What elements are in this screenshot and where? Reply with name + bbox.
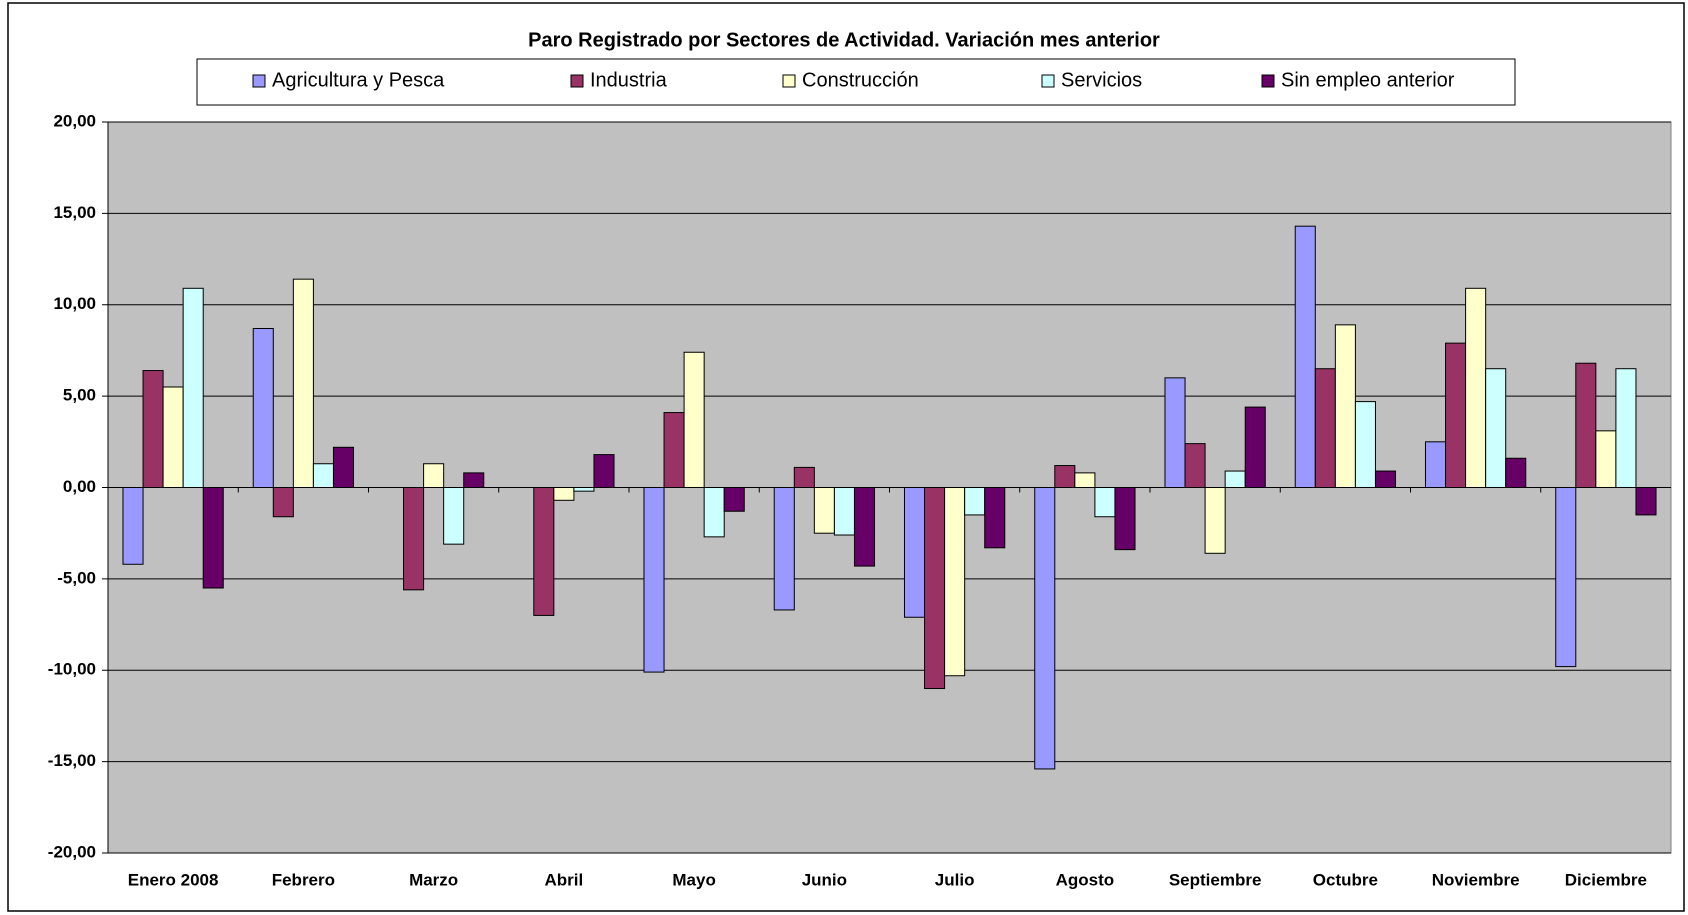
bar	[924, 487, 946, 690]
bar	[643, 487, 665, 673]
bar	[1074, 472, 1096, 489]
bar	[1204, 487, 1226, 554]
bar	[663, 412, 685, 489]
x-tick-label: Junio	[802, 870, 847, 889]
x-tick-label: Julio	[935, 870, 975, 889]
bar	[1505, 457, 1527, 489]
legend-swatch	[782, 74, 796, 88]
bar	[202, 487, 224, 589]
bar	[723, 487, 745, 512]
bar	[1114, 487, 1136, 551]
bar	[122, 487, 144, 565]
y-tick-label: -20,00	[48, 842, 96, 861]
bar	[182, 287, 204, 488]
y-tick-label: -5,00	[57, 568, 96, 587]
x-tick-label: Diciembre	[1565, 870, 1647, 889]
bar	[1424, 441, 1447, 488]
legend-swatch	[570, 74, 584, 88]
bar	[573, 487, 595, 492]
y-tick-label: 10,00	[53, 294, 96, 313]
bar	[773, 487, 795, 611]
legend-swatch	[1041, 74, 1055, 88]
bar	[553, 487, 575, 501]
chart-title: Paro Registrado por Sectores de Activida…	[528, 29, 1160, 51]
legend-label: Sin empleo anterior	[1281, 69, 1455, 91]
bar	[703, 487, 725, 538]
legend-label: Servicios	[1061, 69, 1142, 91]
x-tick-label: Enero 2008	[128, 870, 219, 889]
bar	[964, 487, 986, 516]
x-tick-label: Noviembre	[1432, 870, 1520, 889]
bar	[1294, 225, 1316, 488]
bar	[1094, 487, 1116, 518]
y-tick-label: -10,00	[48, 660, 96, 679]
bar	[1184, 443, 1206, 489]
bar	[1445, 342, 1467, 488]
bar	[1314, 368, 1336, 488]
bar	[423, 463, 445, 488]
bar	[984, 487, 1006, 549]
bar	[1575, 362, 1597, 489]
bar	[1244, 406, 1266, 488]
y-tick-label: 0,00	[63, 477, 96, 496]
bar	[1465, 287, 1487, 488]
x-tick-label: Febrero	[272, 870, 335, 889]
x-tick-label: Septiembre	[1169, 870, 1262, 889]
bar	[312, 463, 334, 488]
bar	[1595, 430, 1617, 489]
bar	[1224, 470, 1246, 488]
legend-box	[196, 58, 1516, 106]
legend-swatch	[252, 74, 266, 88]
legend-label: Industria	[590, 69, 668, 91]
bar	[272, 487, 294, 518]
bar	[1374, 470, 1397, 488]
bar	[292, 278, 314, 489]
bar	[1485, 368, 1507, 488]
bar	[944, 487, 966, 677]
y-tick-label: 5,00	[63, 386, 96, 405]
bar	[1354, 401, 1376, 489]
bar	[403, 487, 425, 591]
x-tick-label: Mayo	[672, 870, 715, 889]
bar	[533, 487, 555, 616]
y-tick-label: 15,00	[53, 203, 96, 222]
legend-label: Agricultura y Pesca	[272, 69, 445, 91]
y-tick-label: -15,00	[48, 751, 96, 770]
bar	[252, 328, 274, 488]
legend-label: Construcción	[802, 69, 919, 91]
bar	[162, 386, 184, 488]
bar	[813, 487, 835, 534]
x-tick-label: Abril	[545, 870, 584, 889]
bar	[683, 351, 705, 489]
legend-swatch	[1261, 74, 1275, 88]
bar	[463, 472, 485, 489]
bar	[1635, 487, 1657, 516]
bar	[1034, 487, 1056, 770]
x-tick-label: Marzo	[409, 870, 458, 889]
bar	[443, 487, 465, 545]
bar	[1334, 324, 1356, 489]
y-tick-label: 20,00	[53, 111, 96, 130]
bar	[1164, 377, 1186, 489]
x-tick-label: Agosto	[1056, 870, 1115, 889]
bar	[853, 487, 876, 567]
x-tick-label: Octubre	[1313, 870, 1378, 889]
bar	[142, 370, 164, 489]
bar	[1555, 487, 1577, 668]
bar	[833, 487, 855, 536]
bar	[793, 466, 815, 488]
bar	[1615, 368, 1637, 488]
bar	[1054, 465, 1076, 489]
bar	[332, 446, 355, 489]
bar	[593, 454, 615, 489]
bar	[903, 487, 926, 618]
